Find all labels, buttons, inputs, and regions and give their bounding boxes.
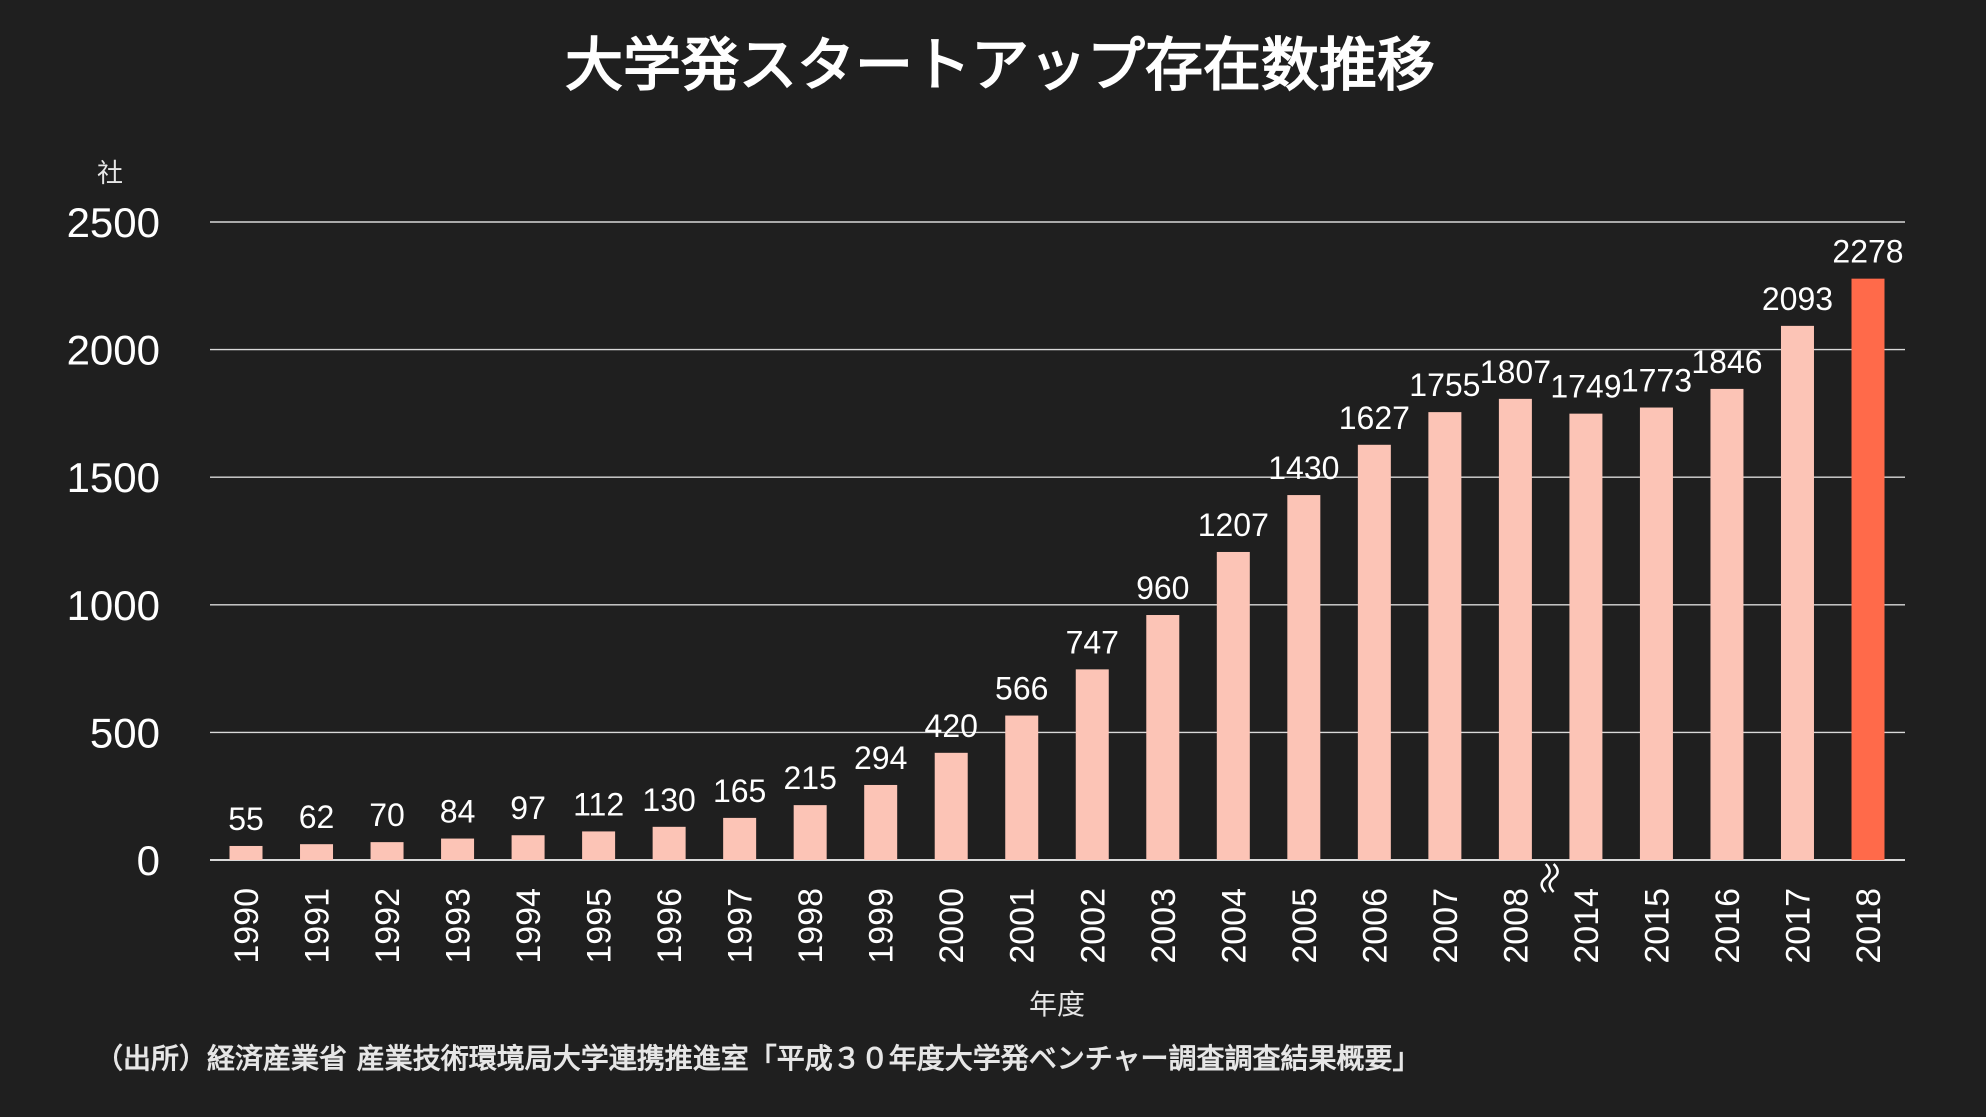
source-note: （出所）経済産業省 産業技術環境局大学連携推進室「平成３０年度大学発ベンチャー調… [95,1042,1420,1075]
x-tick-label-2007: 2007 [1427,888,1465,964]
y-tick-label: 2000 [67,327,160,374]
data-label-2015: 1773 [1621,363,1692,399]
axis-break-marker [1540,863,1559,893]
bar-1998 [793,805,827,860]
bar-2007 [1428,412,1462,860]
data-label-2001: 566 [995,671,1048,707]
x-tick-label-2001: 2001 [1004,888,1042,964]
y-tick-label: 2500 [67,199,160,246]
bar-2002 [1075,669,1109,860]
x-tick-label-2018: 2018 [1850,888,1888,964]
data-label-1995: 112 [573,786,624,822]
bar-2014 [1569,413,1603,860]
y-tick-label: 1500 [67,454,160,501]
bar-2001 [1005,715,1039,860]
y-tick-label: 0 [137,837,160,884]
data-label-2016: 1846 [1691,344,1762,380]
x-tick-label-2003: 2003 [1145,888,1183,964]
bar-1992 [370,842,404,860]
data-label-2002: 747 [1066,624,1119,660]
x-tick-label-2017: 2017 [1779,888,1817,964]
data-label-2005: 1430 [1268,450,1339,486]
bars [229,278,1885,860]
axis-break-line-b [1548,863,1559,893]
x-tick-label-1996: 1996 [651,888,689,964]
x-tick-label-2014: 2014 [1568,888,1606,964]
bar-2015 [1639,407,1673,860]
bar-1993 [441,838,475,860]
data-label-2018: 2278 [1832,234,1903,270]
y-tick-label: 1000 [67,582,160,629]
x-tick-label-1992: 1992 [369,888,407,964]
x-tick-label-2004: 2004 [1215,888,1253,964]
bar-2006 [1357,444,1391,860]
x-tick-label-1994: 1994 [510,888,548,964]
bar-2005 [1287,495,1321,860]
gridlines [210,221,1905,861]
x-tick-label-1997: 1997 [722,888,760,964]
bar-1997 [723,817,757,860]
y-axis-ticks: 0 500 1000 1500 2000 2500 [67,199,160,884]
data-label-1997: 165 [713,773,766,809]
data-label-1994: 97 [510,790,546,826]
data-label-2014: 1749 [1550,369,1621,405]
data-label-2017: 2093 [1762,281,1833,317]
bar-2004 [1216,551,1250,860]
data-label-1999: 294 [854,740,907,776]
x-tick-label-2000: 2000 [933,888,971,964]
x-tick-label-2008: 2008 [1497,888,1535,964]
bar-2000 [934,752,968,860]
bar-1999 [864,784,898,860]
bar-2017 [1780,325,1814,860]
data-label-1996: 130 [642,782,695,818]
x-tick-label-2015: 2015 [1638,888,1676,964]
bar-2008 [1498,398,1532,860]
x-axis-label: 年度 [1029,988,1085,1021]
x-tick-label-2005: 2005 [1286,888,1324,964]
x-tick-label-2016: 2016 [1709,888,1747,964]
x-tick-label-1995: 1995 [581,888,619,964]
bar-2016 [1710,388,1744,860]
bar-1994 [511,835,545,860]
data-label-2006: 1627 [1339,400,1410,436]
bar-1990 [229,845,263,860]
x-tick-label-1999: 1999 [863,888,901,964]
data-label-1990: 55 [228,801,264,837]
x-tick-label-2006: 2006 [1356,888,1394,964]
y-axis-unit-label: 社 [97,159,123,189]
x-tick-label-1998: 1998 [792,888,830,964]
bar-2003 [1146,615,1180,860]
x-tick-label-1991: 1991 [299,888,337,964]
data-label-2007: 1755 [1409,367,1480,403]
x-tick-label-1990: 1990 [228,888,266,964]
data-label-2003: 960 [1136,570,1189,606]
bar-1995 [582,831,616,860]
data-label-2000: 420 [925,708,978,744]
data-label-2004: 1207 [1198,507,1269,543]
x-axis-ticks: 1990 1991 1992 1993 1994 1995 1996 1997 1998 1999… [228,888,1888,964]
axis-break-line-a [1540,863,1551,893]
data-label-1991: 62 [299,799,335,835]
bar-2018 [1851,278,1885,860]
data-label-1992: 70 [369,797,405,833]
data-label-1998: 215 [783,760,836,796]
x-tick-label-1993: 1993 [440,888,478,964]
bar-1996 [652,826,686,860]
chart-title: 大学発スタートアップ存在数推移 [565,31,1435,99]
data-label-2008: 1807 [1480,354,1551,390]
bar-1991 [300,844,334,860]
x-tick-label-2002: 2002 [1074,888,1112,964]
y-tick-label: 500 [90,709,160,756]
data-label-1993: 84 [440,794,476,830]
data-labels: 55 62 70 84 97 112 130 165 215 294 420 566 747 960120… [228,234,1903,837]
